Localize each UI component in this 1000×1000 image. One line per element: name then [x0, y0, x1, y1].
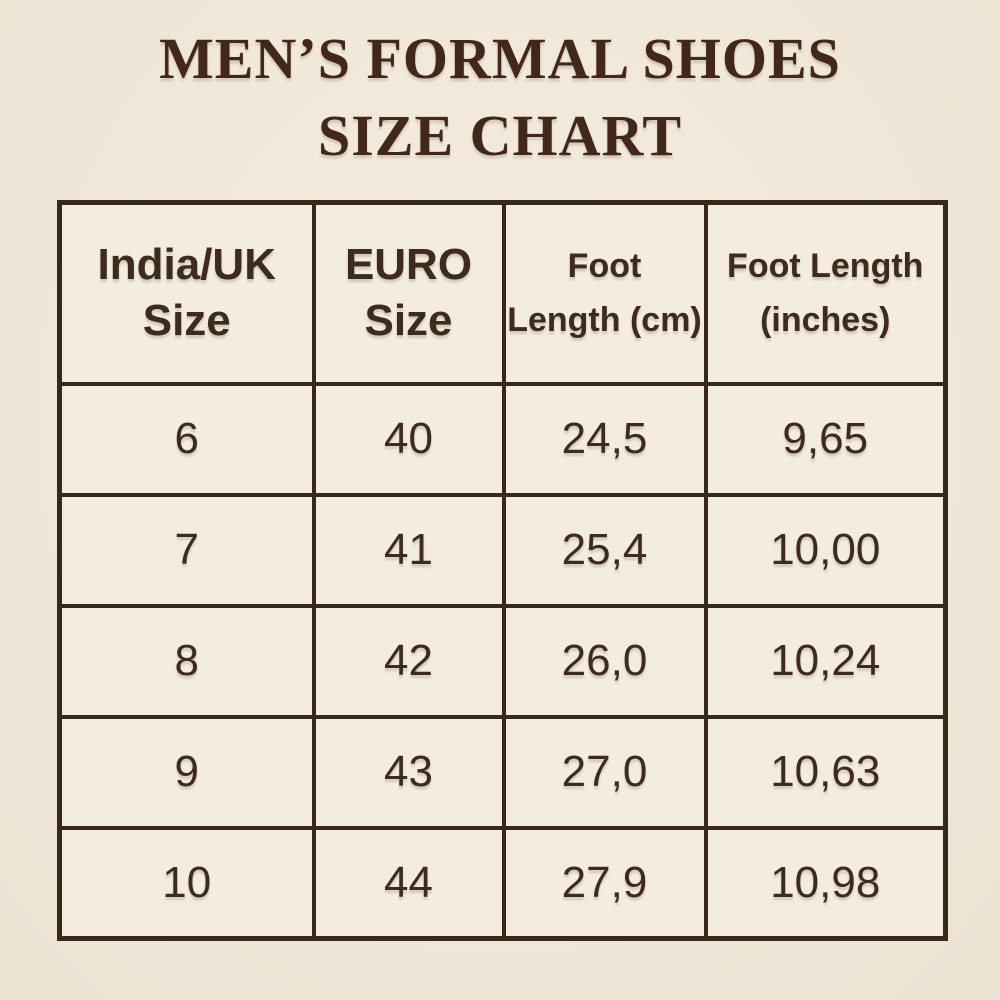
cell-foot-inches: 10,98 — [703, 825, 948, 941]
header-inches-line1: Foot Length — [727, 246, 924, 285]
cell-euro: 40 — [311, 381, 506, 497]
header-inches-line2: (inches) — [760, 301, 891, 340]
cell-foot-cm: 27,0 — [501, 714, 708, 830]
header-cm-line2: Length (cm) — [507, 301, 702, 340]
table-row-size-7: 7 41 25,4 10,00 — [57, 492, 948, 608]
table-row-size-10: 10 44 27,9 10,98 — [57, 825, 948, 941]
cell-foot-cm: 24,5 — [501, 381, 708, 497]
header-cell-foot-length-inches: Foot Length (inches) — [703, 200, 948, 386]
cell-euro: 42 — [311, 603, 506, 719]
cell-foot-inches: 9,65 — [703, 381, 948, 497]
cell-india-uk: 8 — [57, 603, 316, 719]
header-india-uk-line1: India/UK — [97, 239, 276, 289]
page-title-line1: MEN’S FORMAL SHOES — [159, 26, 841, 91]
header-cell-euro-size: EURO Size — [311, 200, 506, 386]
header-euro-line2: Size — [364, 296, 453, 346]
table-row-size-8: 8 42 26,0 10,24 — [57, 603, 948, 719]
page-title: MEN’S FORMAL SHOES SIZE CHART — [0, 20, 1000, 174]
header-india-uk-line2: Size — [142, 296, 231, 346]
header-cell-foot-length-cm: Foot Length (cm) — [501, 200, 708, 386]
size-chart-table: India/UK Size EURO Size Foot Length (cm)… — [57, 200, 948, 941]
table-header-row: India/UK Size EURO Size Foot Length (cm)… — [57, 200, 948, 386]
cell-india-uk: 7 — [57, 492, 316, 608]
cell-foot-inches: 10,63 — [703, 714, 948, 830]
cell-india-uk: 9 — [57, 714, 316, 830]
cell-euro: 43 — [311, 714, 506, 830]
header-cell-india-uk-size: India/UK Size — [57, 200, 316, 386]
cell-euro: 41 — [311, 492, 506, 608]
table-row-size-9: 9 43 27,0 10,63 — [57, 714, 948, 830]
cell-foot-cm: 27,9 — [501, 825, 708, 941]
cell-india-uk: 6 — [57, 381, 316, 497]
cell-india-uk: 10 — [57, 825, 316, 941]
table-row-size-6: 6 40 24,5 9,65 — [57, 381, 948, 497]
header-euro-line1: EURO — [344, 239, 473, 289]
cell-foot-cm: 26,0 — [501, 603, 708, 719]
cell-foot-cm: 25,4 — [501, 492, 708, 608]
page-title-line2: SIZE CHART — [317, 103, 683, 169]
cell-foot-inches: 10,00 — [703, 492, 948, 608]
header-cm-line1: Foot — [567, 246, 642, 285]
cell-foot-inches: 10,24 — [703, 603, 948, 719]
cell-euro: 44 — [311, 825, 506, 941]
